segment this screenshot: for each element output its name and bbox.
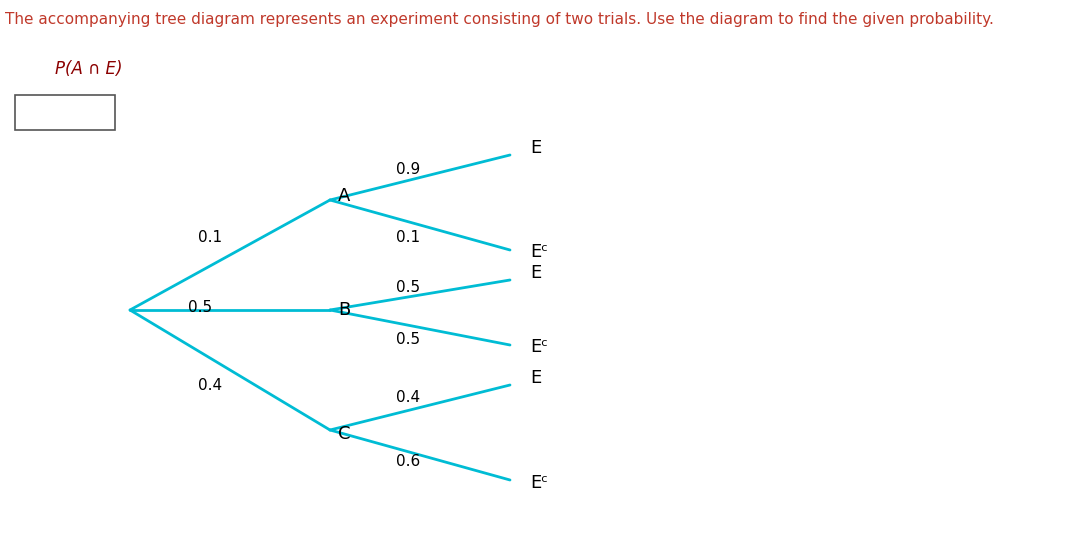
Bar	[15, 95, 115, 130]
Text: 0.1: 0.1	[198, 231, 222, 246]
Text: 0.5: 0.5	[396, 333, 420, 348]
Text: 0.5: 0.5	[396, 279, 420, 294]
Text: 0.9: 0.9	[396, 162, 420, 177]
Text: P(A ∩ E): P(A ∩ E)	[55, 60, 123, 78]
Text: Eᶜ: Eᶜ	[530, 338, 548, 356]
Text: 0.1: 0.1	[396, 230, 420, 245]
Text: E: E	[530, 139, 541, 157]
Text: C: C	[338, 425, 350, 443]
Text: The accompanying tree diagram represents an experiment consisting of two trials.: The accompanying tree diagram represents…	[5, 12, 994, 27]
Text: Eᶜ: Eᶜ	[530, 474, 548, 492]
Text: 0.4: 0.4	[396, 390, 420, 405]
Text: Eᶜ: Eᶜ	[530, 243, 548, 261]
Text: E: E	[530, 264, 541, 282]
Text: 0.5: 0.5	[188, 301, 212, 316]
Text: B: B	[338, 301, 350, 319]
Text: 0.6: 0.6	[396, 454, 420, 469]
Text: E: E	[530, 369, 541, 387]
Text: A: A	[338, 187, 350, 205]
Text: 0.4: 0.4	[198, 378, 222, 392]
